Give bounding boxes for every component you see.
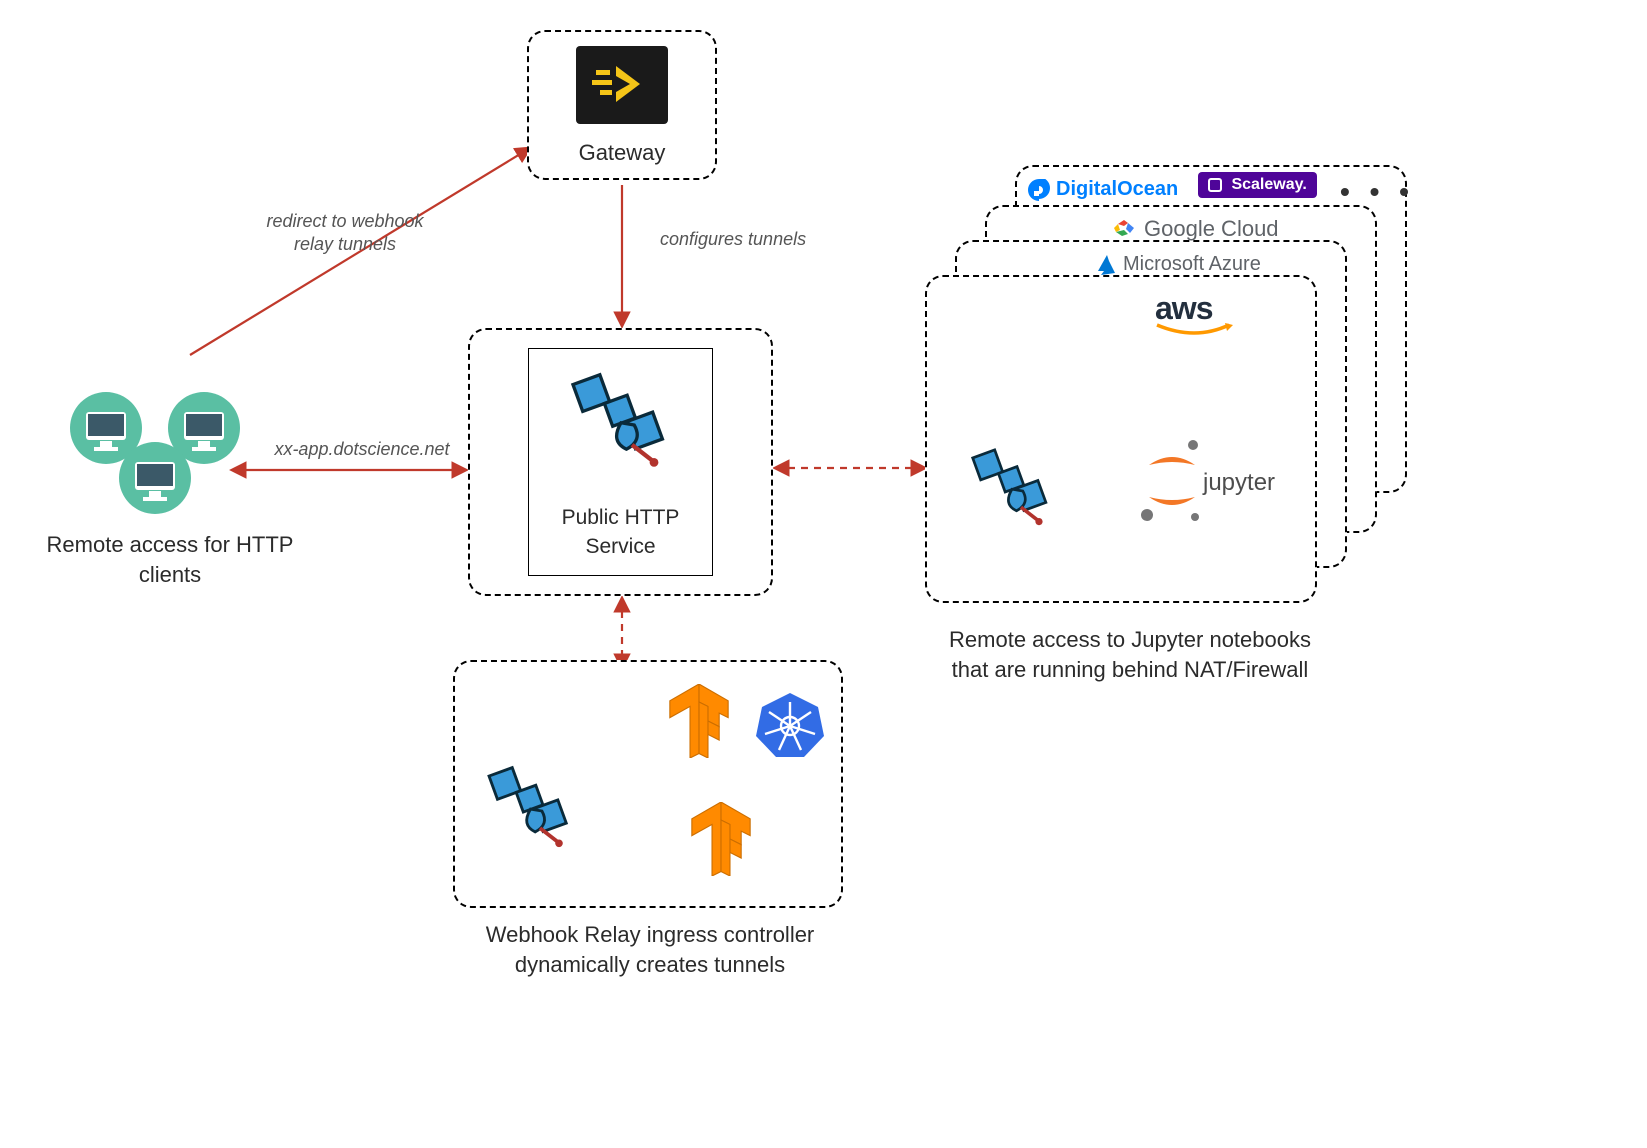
clients-label: Remote access for HTTP clients — [40, 530, 300, 589]
cloud-layer-1: jupyter — [925, 275, 1317, 603]
kubernetes-icon — [755, 690, 825, 760]
gateway-logo-icon — [576, 46, 668, 124]
badge-scaleway: Scaleway. — [1198, 172, 1317, 198]
jupyter-label: jupyter — [1203, 469, 1275, 497]
badge-aws: aws — [1155, 290, 1235, 346]
tensorflow-icon — [687, 802, 755, 876]
badge-azure: Microsoft Azure — [1095, 253, 1261, 276]
azure-label: Microsoft Azure — [1123, 253, 1261, 276]
more-providers-icon: • • • — [1340, 176, 1415, 208]
satellite-icon — [483, 754, 578, 849]
edge-label-configures: configures tunnels — [660, 228, 840, 251]
tensorflow-icon — [665, 684, 733, 758]
satellite-icon — [566, 359, 676, 469]
scaleway-label: Scaleway. — [1231, 176, 1306, 193]
edge-label-redirect: redirect to webhook relay tunnels — [245, 210, 445, 257]
satellite-icon — [967, 437, 1057, 527]
public-http-inner: Public HTTP Service — [528, 348, 713, 576]
badge-digitalocean: DigitalOcean — [1028, 178, 1178, 201]
cloud-cluster-label: Remote access to Jupyter notebooks that … — [945, 625, 1315, 684]
gateway-label: Gateway — [529, 138, 715, 168]
digitalocean-label: DigitalOcean — [1056, 178, 1178, 201]
diagram-canvas: Gateway — [0, 0, 1647, 1148]
node-webhook-relay — [453, 660, 843, 908]
node-gateway: Gateway — [527, 30, 717, 180]
google-cloud-label: Google Cloud — [1144, 216, 1279, 242]
edge-label-url: xx-app.dotscience.net — [252, 438, 472, 461]
webhook-relay-label: Webhook Relay ingress controller dynamic… — [480, 920, 820, 979]
badge-google-cloud: Google Cloud — [1110, 216, 1279, 242]
monitors-cluster-icon — [60, 390, 250, 520]
jupyter-icon: jupyter — [1137, 437, 1297, 537]
public-http-label: Public HTTP Service — [529, 504, 712, 561]
